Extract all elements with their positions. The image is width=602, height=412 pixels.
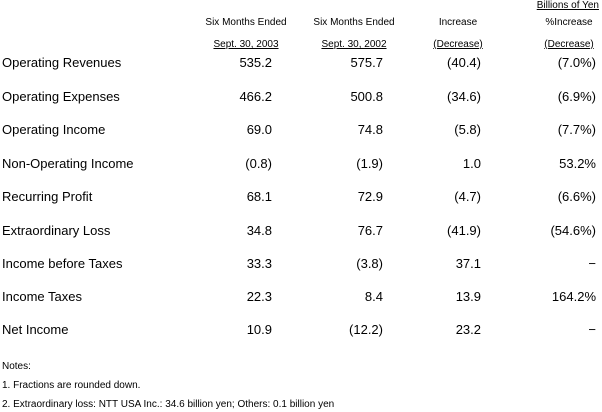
- table-row: Operating Expenses 466.2 500.8 (34.6) (6…: [0, 89, 602, 109]
- value-percent-increase: 53.2%: [559, 156, 596, 171]
- value-2003: 22.3: [246, 289, 272, 304]
- table-row: Recurring Profit 68.1 72.9 (4.7) (6.6%): [0, 189, 602, 209]
- value-percent-increase: (7.7%): [557, 122, 596, 137]
- value-increase: 1.0: [462, 156, 481, 171]
- value-2003: 34.8: [246, 223, 272, 238]
- value-2002: (3.8): [356, 256, 383, 271]
- value-percent-increase: (7.0%): [557, 55, 596, 70]
- value-2003: (0.8): [245, 156, 272, 171]
- row-label: Income before Taxes: [2, 256, 123, 271]
- value-percent-increase: 164.2%: [551, 289, 596, 304]
- value-2003: 69.0: [246, 122, 272, 137]
- row-label: Extraordinary Loss: [2, 223, 111, 238]
- value-2002: 575.7: [350, 55, 383, 70]
- row-label: Operating Expenses: [2, 89, 120, 104]
- value-increase: (5.8): [454, 122, 481, 137]
- value-increase: 13.9: [455, 289, 481, 304]
- value-increase: (40.4): [447, 55, 481, 70]
- row-label: Non-Operating Income: [2, 156, 134, 171]
- column-header-2003: Six Months Ended Sept. 30, 2003: [196, 17, 296, 51]
- value-increase: (34.6): [447, 89, 481, 104]
- column-header-line2: Sept. 30, 2003: [213, 39, 279, 50]
- table-row: Net Income 10.9 (12.2) 23.2 −: [0, 322, 602, 342]
- row-label: Recurring Profit: [2, 189, 93, 204]
- value-2003: 33.3: [246, 256, 272, 271]
- column-header-line2: (Decrease): [544, 39, 594, 50]
- row-label: Operating Income: [2, 122, 106, 137]
- column-header-line1: Increase: [438, 17, 478, 28]
- column-header-line2: Sept. 30, 2002: [321, 39, 387, 50]
- column-header-2002: Six Months Ended Sept. 30, 2002: [304, 17, 404, 51]
- notes-title: Notes:: [2, 361, 31, 372]
- units-label: Billions of Yen: [536, 0, 599, 11]
- table-row: Operating Revenues 535.2 575.7 (40.4) (7…: [0, 55, 602, 75]
- value-2002: 500.8: [350, 89, 383, 104]
- value-2002: (1.9): [356, 156, 383, 171]
- column-header-line2: (Decrease): [433, 39, 483, 50]
- value-increase: (4.7): [454, 189, 481, 204]
- value-2002: (12.2): [349, 322, 383, 337]
- value-2002: 72.9: [357, 189, 383, 204]
- value-percent-increase: −: [588, 322, 596, 337]
- value-percent-increase: −: [588, 256, 596, 271]
- column-header-percent-increase: %Increase (Decrease): [536, 17, 602, 51]
- table-row: Extraordinary Loss 34.8 76.7 (41.9) (54.…: [0, 223, 602, 243]
- value-2003: 466.2: [239, 89, 272, 104]
- value-2003: 535.2: [239, 55, 272, 70]
- value-increase: (41.9): [447, 223, 481, 238]
- value-increase: 23.2: [455, 322, 481, 337]
- column-header-line1: Six Months Ended: [313, 17, 395, 28]
- column-header-line1: Six Months Ended: [205, 17, 287, 28]
- value-increase: 37.1: [455, 256, 481, 271]
- value-percent-increase: (6.9%): [557, 89, 596, 104]
- table-row: Income before Taxes 33.3 (3.8) 37.1 −: [0, 256, 602, 276]
- table-row: Operating Income 69.0 74.8 (5.8) (7.7%): [0, 122, 602, 142]
- row-label: Operating Revenues: [2, 55, 122, 70]
- column-header-increase: Increase (Decrease): [428, 17, 488, 51]
- value-2003: 68.1: [246, 189, 272, 204]
- note-item: 2. Extraordinary loss: NTT USA Inc.: 34.…: [2, 399, 335, 410]
- row-label: Net Income: [2, 322, 69, 337]
- column-header-line1: %Increase: [545, 17, 593, 28]
- value-2002: 74.8: [357, 122, 383, 137]
- note-item: 1. Fractions are rounded down.: [2, 380, 141, 391]
- value-percent-increase: (54.6%): [550, 223, 596, 238]
- value-percent-increase: (6.6%): [557, 189, 596, 204]
- value-2002: 76.7: [357, 223, 383, 238]
- value-2003: 10.9: [246, 322, 272, 337]
- value-2002: 8.4: [364, 289, 383, 304]
- table-row: Income Taxes 22.3 8.4 13.9 164.2%: [0, 289, 602, 309]
- row-label: Income Taxes: [2, 289, 82, 304]
- table-row: Non-Operating Income (0.8) (1.9) 1.0 53.…: [0, 156, 602, 176]
